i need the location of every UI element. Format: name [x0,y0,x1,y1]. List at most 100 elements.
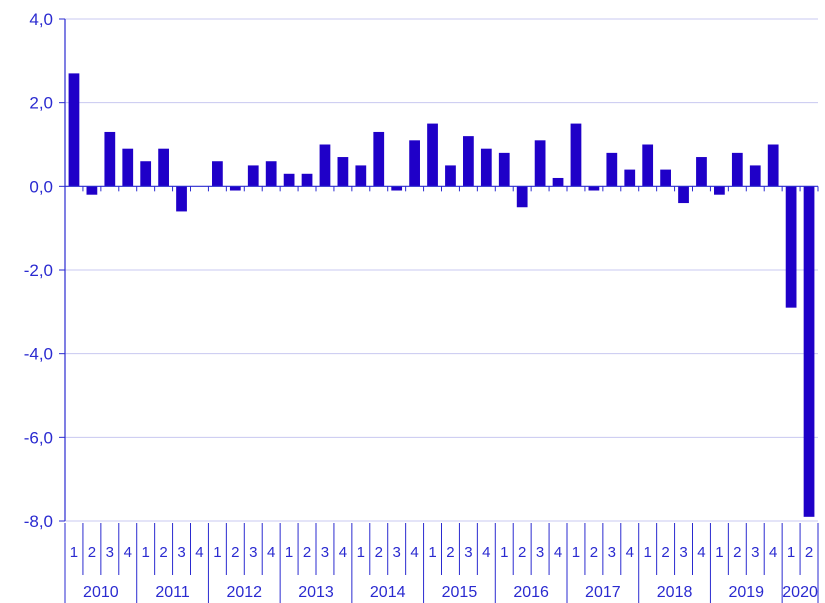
bar [86,186,98,195]
year-label: 2012 [226,584,262,601]
bar [373,131,385,187]
bar [176,186,187,212]
year-label: 2018 [657,584,693,601]
year-label: 2014 [370,584,406,601]
quarter-label: 2 [159,544,167,561]
bars [68,73,815,517]
bar [714,186,725,195]
quarter-label: 1 [787,544,795,561]
y-tick-label: -2,0 [24,261,53,280]
bar [678,186,689,204]
quarter-label: 4 [554,544,562,561]
quarter-label: 3 [536,544,544,561]
bar [696,157,707,187]
y-tick-label: -4,0 [24,345,53,364]
quarter-label: 4 [626,544,634,561]
y-tick-label: 0,0 [29,177,53,196]
bar [588,186,600,191]
quarter-label: 4 [482,544,490,561]
quarter-label: 3 [177,544,185,561]
quarter-label: 4 [410,544,418,561]
year-label: 2016 [513,584,549,601]
quarter-label: 2 [733,544,741,561]
bar [122,148,134,187]
bar [516,186,528,208]
quarter-label: 1 [213,544,221,561]
quarter-label: 3 [608,544,616,561]
quarter-label: 1 [572,544,580,561]
quarter-label: 3 [393,544,401,561]
quarter-label: 2 [446,544,454,561]
y-tick-label: 4,0 [29,10,53,29]
year-label: 2011 [155,584,190,601]
bar [409,140,420,187]
year-label: 2015 [442,584,478,601]
bar [265,161,277,187]
quarter-label: 1 [142,544,150,561]
bar [158,148,169,187]
quarter-label: 3 [321,544,329,561]
quarter-label: 1 [70,544,78,561]
bar [229,186,241,191]
quarter-label: 2 [805,544,813,561]
quarter-label: 2 [303,544,311,561]
bar [534,140,546,187]
bar [140,161,152,187]
quarter-label: 3 [464,544,472,561]
bar [570,123,582,187]
year-label: 2013 [298,584,334,601]
quarter-label: 2 [375,544,383,561]
quarter-label: 4 [124,544,132,561]
year-label: 2019 [728,584,764,601]
quarter-label: 4 [339,544,347,561]
quarter-label: 4 [697,544,705,561]
quarter-label: 1 [644,544,652,561]
bar [749,165,761,187]
quarter-label: 1 [428,544,436,561]
quarter-label: 1 [500,544,508,561]
quarter-label: 2 [661,544,669,561]
year-label: 2020 [782,584,818,601]
quarter-label: 4 [769,544,777,561]
bar [283,173,295,187]
bar [785,186,797,308]
quarter-label: 2 [231,544,239,561]
bar [355,165,367,187]
quarter-label: 2 [518,544,526,561]
bar [247,165,259,187]
bar [301,173,313,187]
quarter-label: 3 [106,544,114,561]
year-label: 2010 [83,584,119,601]
bar [104,131,116,187]
bar [480,148,492,187]
quarter-label: 1 [715,544,723,561]
quarter-label: 2 [88,544,96,561]
bar [606,152,618,187]
quarter-label: 3 [751,544,759,561]
axes [59,18,819,603]
bar [68,73,80,187]
quarter-label: 4 [267,544,275,561]
bar [803,186,815,517]
year-label: 2017 [585,584,621,601]
bar [463,136,474,187]
bar [660,169,671,187]
bar [624,169,636,187]
bar [767,144,779,187]
axis-labels: 4,02,00,0-2,0-4,0-6,0-8,01 2 3 4 1 2 3 4 1 2 3 4 1 2 3… [24,10,818,601]
quarter-label: 1 [285,544,293,561]
bar [427,123,438,187]
grid-lines [65,18,818,522]
y-tick-label: 2,0 [29,94,53,113]
bar [319,144,331,187]
bar [731,152,743,187]
bar [391,186,403,191]
quarter-label: 3 [679,544,687,561]
bar [445,165,456,187]
quarter-label: 4 [195,544,203,561]
quarter-label: 1 [357,544,365,561]
bar [642,144,654,187]
quarter-label: 3 [249,544,257,561]
bar [552,177,564,187]
